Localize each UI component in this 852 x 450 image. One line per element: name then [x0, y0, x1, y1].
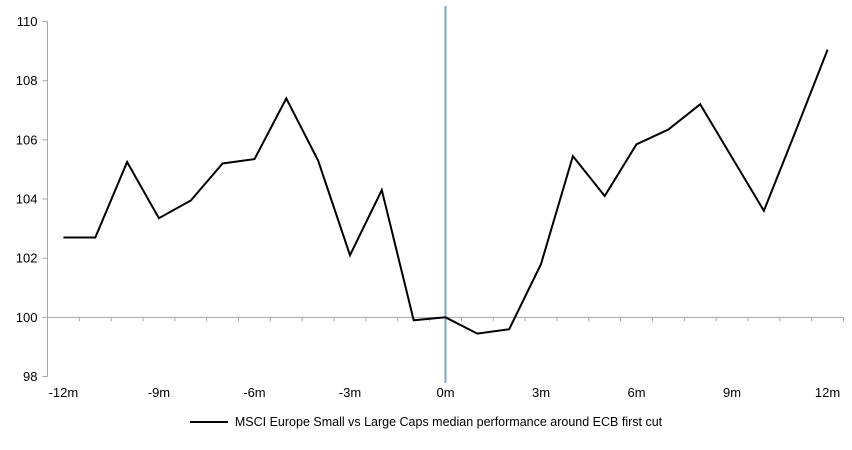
legend-line-marker — [189, 421, 228, 423]
y-axis-tick-label: 108 — [16, 73, 38, 88]
y-axis-tick-label: 110 — [17, 14, 38, 29]
x-axis-tick-label: 6m — [628, 385, 646, 400]
y-axis-tick-label: 106 — [16, 132, 38, 147]
x-axis-tick-label: -6m — [243, 385, 265, 400]
x-axis-tick-label: -9m — [148, 385, 170, 400]
x-axis-tick-label: -3m — [339, 385, 361, 400]
y-axis-tick-label: 104 — [16, 192, 38, 207]
legend-label: MSCI Europe Small vs Large Caps median p… — [234, 415, 663, 429]
y-axis-tick-label: 102 — [16, 251, 38, 266]
series-line — [63, 49, 829, 335]
y-axis-tick-label: 98 — [23, 369, 37, 384]
x-axis-tick-label: 9m — [723, 385, 741, 400]
legend: MSCI Europe Small vs Large Caps median p… — [0, 415, 852, 429]
x-axis-tick-label: 0m — [436, 385, 454, 400]
x-axis-tick-label: 3m — [532, 385, 550, 400]
y-axis-tick-label: 100 — [16, 310, 38, 325]
x-axis-tick-label: -12m — [49, 385, 79, 400]
x-axis-tick-label: 12m — [815, 385, 840, 400]
